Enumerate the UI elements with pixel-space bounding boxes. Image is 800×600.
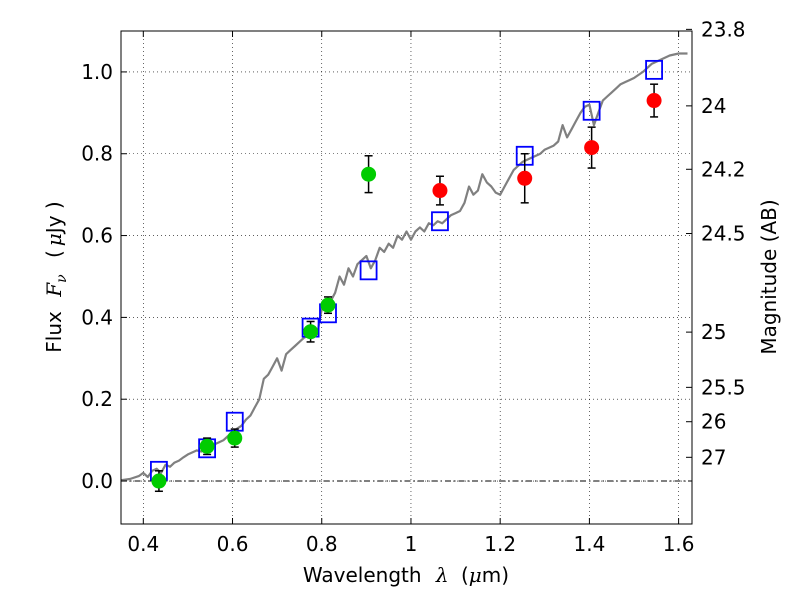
- spectrum-line: [120, 52, 688, 482]
- magnitude-tick-label: 24: [701, 94, 726, 118]
- y-axis-label: Flux Fν (μJy ): [42, 201, 71, 352]
- x-tick-label: 1: [405, 532, 418, 556]
- model-photometry-point: [359, 260, 378, 281]
- model-photometry-point: [645, 59, 663, 80]
- x-tick-label: 0.4: [127, 532, 159, 556]
- x-tick-label: 1.4: [573, 532, 605, 556]
- y-tick-label: 1.0: [81, 60, 113, 84]
- axis-ticks: 0.4 0.6 0.8 1 1.2 1.4 1.6 0.0 0.2 0.4 0.6 0.8 1.0 23.…: [81, 17, 745, 556]
- x-axis-label: Wavelength λ (μm): [303, 563, 509, 587]
- y-tick-label: 0.4: [81, 305, 113, 329]
- x-tick-label: 1.2: [484, 532, 516, 556]
- plot-area: [120, 52, 688, 493]
- y-tick-label: 0.2: [81, 387, 113, 411]
- magnitude-tick-label: 24.5: [701, 222, 746, 246]
- x-tick-label: 0.8: [306, 532, 338, 556]
- magnitude-axis-label: Magnitude (AB): [757, 199, 781, 354]
- magnitude-tick-label: 27: [701, 445, 726, 469]
- magnitude-tick-label: 24.2: [701, 157, 746, 181]
- observed-flux-point: [584, 140, 600, 156]
- observed-flux-point: [361, 166, 377, 182]
- observed-flux-point: [227, 430, 243, 446]
- observed-flux-point: [199, 438, 215, 454]
- y-tick-label: 0.0: [81, 469, 113, 493]
- magnitude-tick-label: 26: [701, 410, 726, 434]
- x-tick-label: 0.6: [217, 532, 249, 556]
- observed-flux-point: [517, 170, 533, 186]
- observed-flux-point: [646, 93, 662, 109]
- magnitude-tick-label: 23.8: [701, 17, 746, 41]
- axes-frame: [120, 30, 693, 525]
- observed-flux-point: [320, 297, 336, 313]
- observed-flux-point: [151, 473, 167, 489]
- model-photometry-point: [582, 100, 601, 121]
- y-tick-label: 0.8: [81, 142, 113, 166]
- observed-flux-point: [303, 324, 319, 340]
- x-tick-label: 1.6: [663, 532, 695, 556]
- y-tick-label: 0.6: [81, 224, 113, 248]
- observed-flux-point: [432, 183, 448, 199]
- magnitude-tick-label: 25: [701, 320, 726, 344]
- model-photometry-point: [431, 211, 449, 232]
- magnitude-tick-label: 25.5: [701, 375, 746, 399]
